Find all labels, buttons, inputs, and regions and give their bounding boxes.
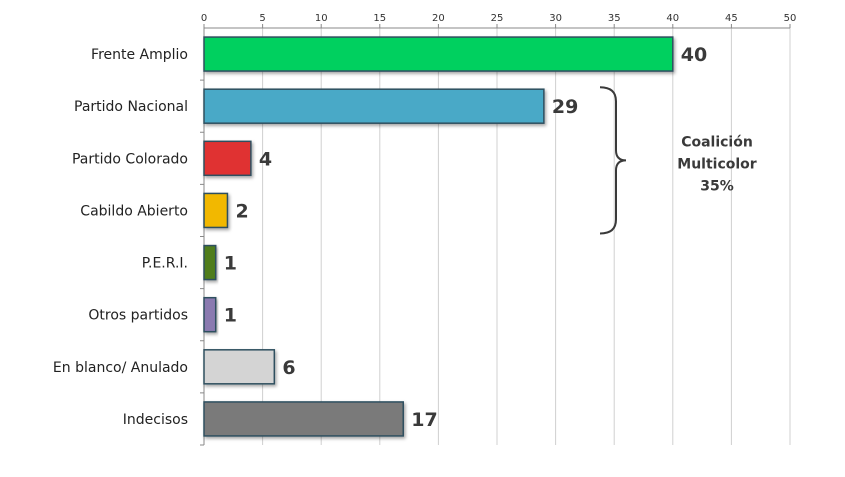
value-label-indecisos: 17 [411, 409, 437, 431]
category-label-en-blanco-anulado: En blanco/ Anulado [53, 360, 188, 376]
x-tick-label-20: 20 [432, 13, 445, 24]
x-tick-label-25: 25 [491, 13, 504, 24]
category-label-indecisos: Indecisos [123, 412, 188, 428]
category-label-p-e-r-i: P.E.R.I. [142, 256, 188, 272]
bar-indecisos [203, 401, 404, 437]
coalition-annotation-line-3: 35% [700, 178, 734, 194]
x-tick-label-50: 50 [784, 13, 797, 24]
value-label-en-blanco-anulado: 6 [282, 357, 295, 379]
category-label-otros-partidos: Otros partidos [88, 308, 188, 324]
x-tick-label-45: 45 [725, 13, 738, 24]
x-tick-label-15: 15 [373, 13, 386, 24]
category-label-cabildo-abierto: Cabildo Abierto [80, 203, 188, 219]
coalition-brace [599, 86, 627, 235]
bar-frente-amplio [203, 36, 674, 72]
x-tick-label-40: 40 [666, 13, 679, 24]
bar-otros-partidos [203, 296, 217, 333]
x-tick-label-5: 5 [259, 13, 265, 24]
category-label-frente-amplio: Frente Amplio [91, 47, 188, 63]
bar-en-blanco-anulado [203, 349, 276, 385]
coalition-annotation-line-1: Coalición [681, 134, 753, 150]
bar-cabildo-abierto [203, 192, 229, 229]
x-tick-label-30: 30 [549, 13, 562, 24]
value-label-otros-partidos: 1 [224, 305, 237, 327]
x-tick-label-35: 35 [608, 13, 621, 24]
x-tick-label-0: 0 [201, 13, 207, 24]
x-tick-label-10: 10 [315, 13, 328, 24]
coalition-annotation-line-2: Multicolor [677, 156, 757, 172]
category-label-partido-colorado: Partido Colorado [72, 151, 188, 167]
bar-partido-colorado [203, 140, 252, 177]
bar-partido-nacional [203, 88, 545, 124]
value-label-p-e-r-i: 1 [224, 253, 237, 275]
bar-p-e-r-i [203, 244, 217, 281]
value-label-frente-amplio: 40 [681, 44, 707, 66]
value-label-partido-colorado: 4 [259, 148, 272, 170]
value-label-cabildo-abierto: 2 [235, 200, 248, 222]
value-label-partido-nacional: 29 [552, 96, 578, 118]
category-label-partido-nacional: Partido Nacional [74, 99, 188, 115]
